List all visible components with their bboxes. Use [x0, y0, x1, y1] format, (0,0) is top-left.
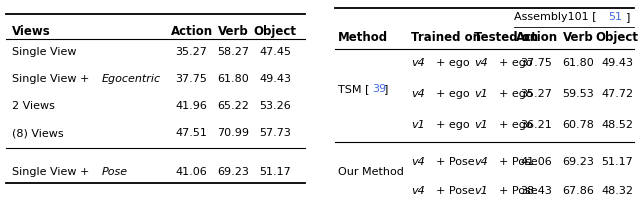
Text: 70.99: 70.99: [218, 128, 250, 138]
Text: v4: v4: [411, 89, 425, 99]
Text: Our Method: Our Method: [338, 167, 404, 177]
Text: + Pose: + Pose: [436, 157, 475, 167]
Text: 41.06: 41.06: [176, 167, 207, 177]
Text: v4: v4: [474, 58, 488, 68]
Text: Action: Action: [170, 25, 212, 38]
Text: 47.51: 47.51: [175, 128, 207, 138]
Text: ]: ]: [384, 84, 388, 95]
Text: 41.06: 41.06: [521, 157, 552, 167]
Text: + ego: + ego: [499, 120, 533, 130]
Text: + ego: + ego: [499, 58, 533, 68]
Text: Trained on: Trained on: [411, 31, 481, 44]
Text: TSM [: TSM [: [338, 84, 369, 95]
Text: 37.75: 37.75: [175, 74, 207, 84]
Text: + Pose: + Pose: [499, 157, 538, 167]
Text: Single View: Single View: [12, 47, 77, 57]
Text: v4: v4: [411, 157, 425, 167]
Text: + ego: + ego: [436, 120, 470, 130]
Text: 53.26: 53.26: [259, 101, 291, 111]
Text: 49.43: 49.43: [259, 74, 291, 84]
Text: 51.17: 51.17: [602, 157, 633, 167]
Text: v4: v4: [411, 58, 425, 68]
Text: (8) Views: (8) Views: [12, 128, 64, 138]
Text: v1: v1: [474, 120, 488, 130]
Text: 69.23: 69.23: [563, 157, 595, 167]
Text: 51.17: 51.17: [259, 167, 291, 177]
Text: ]: ]: [626, 12, 630, 22]
Text: v1: v1: [474, 186, 488, 196]
Text: Action: Action: [515, 31, 557, 44]
Text: Verb: Verb: [563, 31, 594, 44]
Text: 47.45: 47.45: [259, 47, 291, 57]
Text: Object: Object: [253, 25, 297, 38]
Text: + ego: + ego: [436, 89, 470, 99]
Text: 60.78: 60.78: [563, 120, 595, 130]
Text: 36.21: 36.21: [521, 120, 552, 130]
Text: Object: Object: [596, 31, 639, 44]
Text: 35.27: 35.27: [175, 47, 207, 57]
Text: v4: v4: [411, 186, 425, 196]
Text: + Pose: + Pose: [436, 186, 475, 196]
Text: 51: 51: [608, 12, 622, 22]
Text: Assembly101 [: Assembly101 [: [514, 12, 596, 22]
Text: 48.32: 48.32: [601, 186, 633, 196]
Text: 48.52: 48.52: [601, 120, 633, 130]
Text: 49.43: 49.43: [601, 58, 633, 68]
Text: v4: v4: [474, 157, 488, 167]
Text: 37.75: 37.75: [520, 58, 552, 68]
Text: 2 Views: 2 Views: [12, 101, 55, 111]
Text: 58.27: 58.27: [218, 47, 250, 57]
Text: 61.80: 61.80: [563, 58, 594, 68]
Text: 41.96: 41.96: [175, 101, 207, 111]
Text: 65.22: 65.22: [218, 101, 250, 111]
Text: Egocentric: Egocentric: [102, 74, 161, 84]
Text: + ego: + ego: [499, 89, 533, 99]
Text: 59.53: 59.53: [563, 89, 594, 99]
Text: 67.86: 67.86: [563, 186, 595, 196]
Text: Views: Views: [12, 25, 51, 38]
Text: Single View +: Single View +: [12, 74, 93, 84]
Text: 35.27: 35.27: [520, 89, 552, 99]
Text: Pose: Pose: [102, 167, 128, 177]
Text: v1: v1: [411, 120, 425, 130]
Text: 38.43: 38.43: [520, 186, 552, 196]
Text: v1: v1: [474, 89, 488, 99]
Text: 47.72: 47.72: [601, 89, 633, 99]
Text: + ego: + ego: [436, 58, 470, 68]
Text: 69.23: 69.23: [218, 167, 250, 177]
Text: Single View +: Single View +: [12, 167, 93, 177]
Text: Tested on: Tested on: [474, 31, 538, 44]
Text: 39: 39: [372, 84, 387, 95]
Text: 61.80: 61.80: [218, 74, 249, 84]
Text: + Pose: + Pose: [499, 186, 538, 196]
Text: Verb: Verb: [218, 25, 249, 38]
Text: 57.73: 57.73: [259, 128, 291, 138]
Text: Method: Method: [338, 31, 388, 44]
